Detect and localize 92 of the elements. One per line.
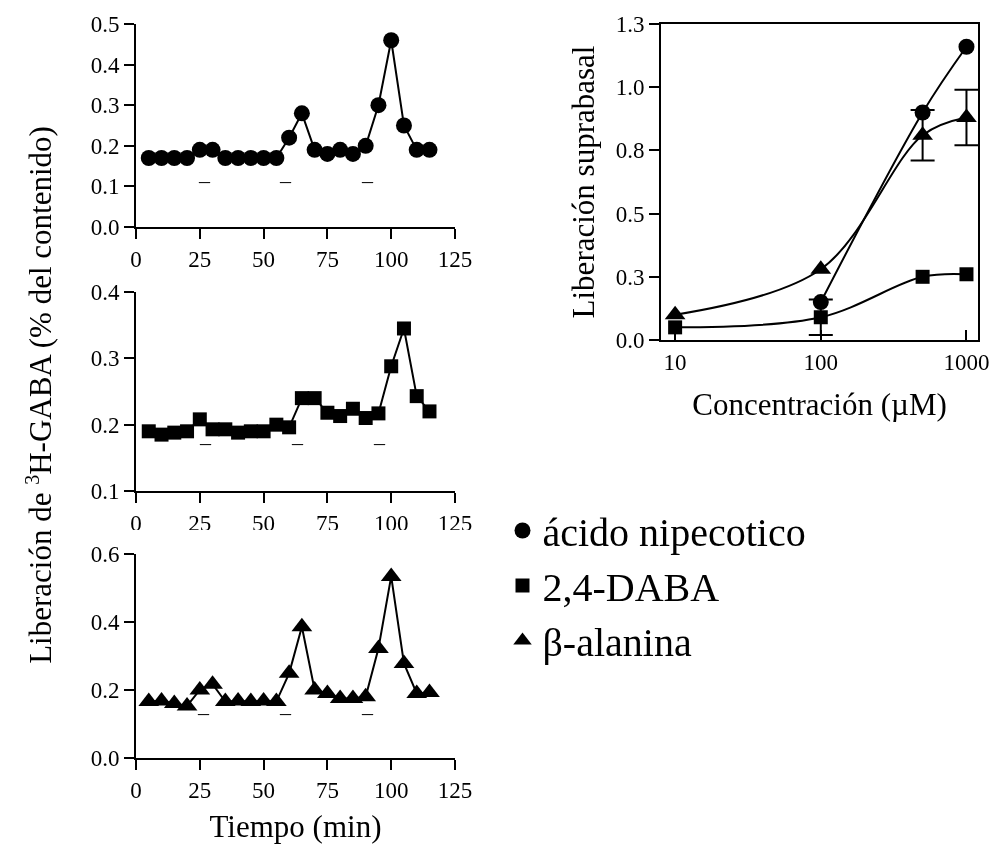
annotation: – [197, 700, 210, 725]
point [141, 424, 156, 439]
x-tick-label: 100 [373, 246, 409, 272]
point [294, 391, 309, 406]
legend-label: 2,4-DABA [542, 565, 720, 611]
point [231, 425, 246, 440]
point [344, 145, 361, 162]
point [243, 424, 258, 439]
point [358, 411, 373, 426]
point [371, 406, 386, 421]
point [268, 149, 285, 166]
x-tick-label: 125 [437, 777, 473, 803]
y-tick-label: 0.0 [615, 328, 645, 354]
point [332, 141, 349, 158]
y-tick-label: 0.4 [90, 280, 120, 306]
point [319, 145, 336, 162]
x-tick-label: 25 [188, 510, 212, 536]
x-tick-label: 50 [252, 246, 276, 272]
x-tick-label: 0 [130, 777, 142, 803]
y-tick-label: 0.2 [90, 412, 120, 438]
point [320, 405, 335, 420]
x-tick-label: 0 [130, 246, 142, 272]
annotation: – [373, 430, 386, 455]
annotation: – [198, 168, 211, 193]
point [281, 129, 298, 146]
point [384, 359, 399, 374]
y-tick-label: 0.3 [615, 264, 645, 290]
y-tick-label: 0.2 [90, 133, 120, 159]
x-tick-label: 10 [663, 349, 687, 375]
y-tick-label: 0.3 [90, 346, 120, 372]
annotation: – [279, 700, 292, 725]
y-tick-label: 0.2 [90, 678, 120, 704]
x-axis-title: Concentración (µM) [692, 387, 947, 423]
point [422, 404, 437, 419]
point [306, 141, 323, 158]
x-tick-label: 125 [437, 510, 473, 536]
x-axis-title: Tiempo (min) [209, 809, 382, 845]
x-tick-label: 50 [252, 777, 276, 803]
legend-label: ácido nipecotico [542, 510, 806, 556]
point [269, 417, 284, 432]
point [370, 97, 387, 114]
x-tick-label: 75 [315, 777, 339, 803]
annotation: – [279, 168, 292, 193]
point [180, 424, 195, 439]
x-tick-label: 25 [188, 246, 212, 272]
y-tick-label: 0.6 [90, 542, 120, 568]
y-tick-label: 0.0 [90, 746, 120, 772]
y-tick-label: 0.4 [90, 52, 120, 78]
point [218, 422, 233, 437]
y-tick-label: 0.5 [615, 201, 645, 227]
point [368, 639, 389, 654]
point [307, 391, 322, 406]
point [293, 105, 310, 122]
annotation: – [361, 168, 374, 193]
point [204, 141, 221, 158]
point [256, 424, 271, 439]
point [395, 117, 412, 134]
x-tick-label: 1000 [943, 349, 990, 375]
annotation: – [361, 700, 374, 725]
annotation: – [291, 430, 304, 455]
x-tick-label: 25 [188, 777, 212, 803]
point [409, 389, 424, 404]
x-tick-label: 75 [315, 246, 339, 272]
x-tick-label: 100 [373, 777, 409, 803]
point [345, 401, 360, 416]
y-tick-label: 0.1 [90, 479, 120, 505]
y-tick-label: 0.8 [615, 138, 645, 164]
x-tick-label: 0 [130, 510, 142, 536]
point [167, 425, 182, 440]
point [396, 321, 411, 336]
y-tick-label: 0.3 [90, 93, 120, 119]
point [192, 412, 207, 427]
point [421, 141, 438, 158]
x-tick-label: 50 [252, 510, 276, 536]
legend-label: β-alanina [542, 620, 692, 666]
y-tick-label: 0.4 [90, 610, 120, 636]
y-tick-label: 1.0 [615, 75, 645, 101]
y-tick-label: 0.1 [90, 174, 120, 200]
point [333, 409, 348, 424]
y-tick-label: 1.3 [615, 12, 645, 38]
x-tick-label: 75 [315, 510, 339, 536]
point [357, 137, 374, 154]
annotation: – [199, 430, 212, 455]
x-tick-label: 100 [803, 349, 839, 375]
point [179, 149, 196, 166]
x-tick-label: 125 [437, 246, 473, 272]
y-tick-label: 0.5 [90, 12, 120, 38]
point [282, 420, 297, 435]
y-axis-title: Liberación suprabasal [565, 45, 601, 319]
point [383, 32, 400, 49]
y-tick-label: 0.0 [90, 215, 120, 241]
x-tick-label: 100 [373, 510, 409, 536]
